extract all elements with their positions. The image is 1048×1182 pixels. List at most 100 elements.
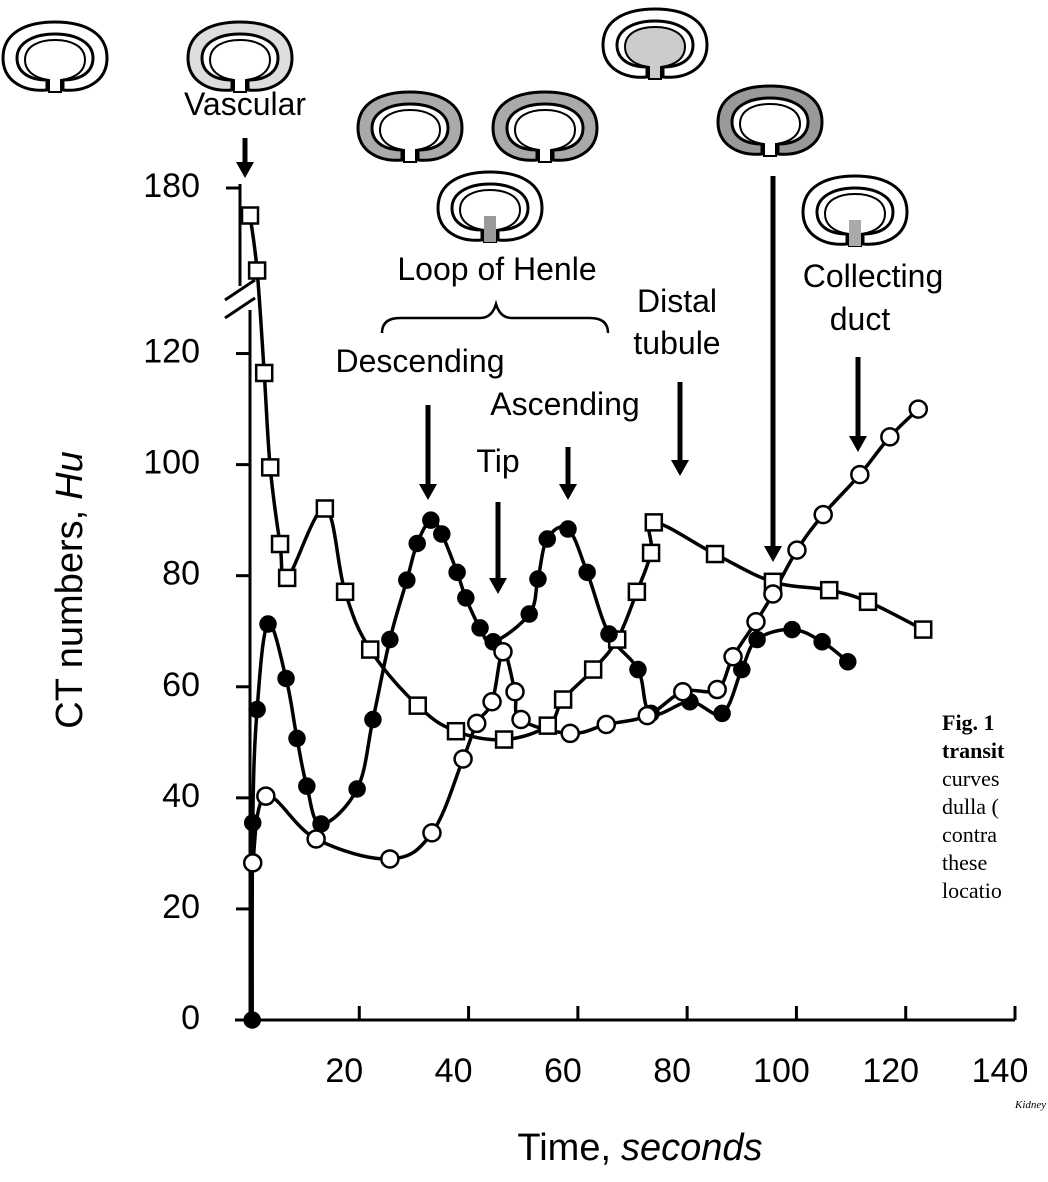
kidney-inner [23,38,87,93]
annotation: Ascending [490,386,639,422]
filled-marker [243,1011,261,1029]
kidney-outer [186,20,294,92]
kidney [801,174,909,247]
open-marker [763,584,783,604]
annotation: Distal [637,283,717,319]
arrow-head [419,484,437,500]
filled-marker [713,704,731,723]
open-marker [850,464,870,485]
kidney [186,20,294,93]
open-marker [482,692,502,712]
caption-line: transit [942,738,1005,763]
square-marker [819,580,839,600]
open-marker [380,849,400,869]
axis-break [224,296,256,320]
kidney-inner [623,25,687,80]
kidney [436,170,544,243]
square-marker [254,363,274,383]
filled-marker [243,814,262,832]
square-marker [270,534,290,554]
square-marker [913,620,933,639]
filled-marker [408,534,426,553]
kidney-pelvis [849,220,861,246]
y-axis-title-unit: Hu [49,451,91,500]
square-marker [240,206,260,225]
filled-marker [748,630,766,649]
filled-marker [298,777,316,795]
open-marker [813,504,833,525]
square-marker [644,513,664,532]
filled-marker [520,605,538,623]
open-marker [256,786,276,806]
kidney-inner [378,108,442,163]
annotation: Tip [476,443,519,479]
arrow-head [764,546,782,562]
open-marker [673,682,693,702]
kidney [716,84,824,157]
open-marker [880,427,900,447]
open-marker [560,723,580,744]
caption-line: Fig. 1 [942,710,995,735]
kidney-outer [491,90,599,162]
filled-marker [348,780,366,798]
y-tick-label: 60 [162,666,200,704]
square-marker [583,660,603,679]
filled-marker [277,669,295,688]
filled-marker [364,710,382,729]
arrow-head [671,460,689,476]
y-axis-title-text: CT numbers, [49,510,91,729]
square-marker [553,690,573,709]
kidney-outer [1,20,109,92]
open-marker [306,829,326,849]
kidney-icons [1,7,909,247]
square-marker [641,543,661,563]
square-marker [315,499,335,518]
x-tick-label: 40 [435,1052,473,1090]
x-axis-title: Time, seconds [517,1127,762,1169]
annotation: Collecting [803,258,944,294]
y-tick-label: 120 [143,333,200,371]
arrow-head [849,436,867,452]
square-marker [858,592,878,612]
filled-marker [288,729,306,748]
open-marker [511,709,531,730]
open-marker [505,682,525,702]
kidney [1,20,109,93]
y-tick-label: 40 [162,777,200,815]
y-tick-label: 20 [162,888,200,926]
open-marker [422,823,442,843]
x-tick-label: 20 [325,1052,363,1090]
x-tick-label: 140 [972,1052,1029,1090]
filled-marker [381,630,399,649]
caption-line: locatio [942,878,1002,903]
square-marker [247,261,267,280]
x-tick-label: 60 [544,1052,582,1090]
filled-marker [422,511,440,529]
open-marker [707,679,727,700]
y-tick-label: 180 [143,167,200,205]
filled-marker [839,653,857,671]
open-marker [467,713,487,734]
x-tick-label: 120 [862,1052,919,1090]
square-marker [705,544,725,564]
filled-marker [398,571,416,589]
square-marker [260,458,280,477]
filled-marker [538,530,557,548]
axis-break [224,278,256,302]
filled-marker [600,625,618,643]
open-marker [637,705,658,726]
open-marker [453,749,473,769]
filled-marker [559,520,577,538]
open-marker [493,642,513,662]
open-marker [746,612,766,632]
annotation: Descending [336,343,505,379]
y-tick-label: 100 [143,444,200,482]
annotation: Vascular [184,86,306,122]
source: Kidney [1014,1099,1046,1111]
caption-line: dulla ( [942,794,999,819]
filled-marker [813,633,831,651]
kidney [601,7,709,80]
caption-line: these [942,850,987,875]
filled-marker [448,563,466,582]
